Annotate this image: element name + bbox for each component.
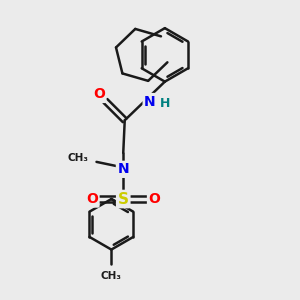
Text: O: O — [86, 192, 98, 206]
Text: O: O — [148, 192, 160, 206]
Text: CH₃: CH₃ — [68, 153, 88, 163]
Text: N: N — [117, 162, 129, 176]
Text: H: H — [160, 98, 170, 110]
Text: N: N — [144, 94, 156, 109]
Text: S: S — [118, 191, 129, 206]
Text: O: O — [93, 87, 105, 101]
Text: CH₃: CH₃ — [101, 271, 122, 281]
